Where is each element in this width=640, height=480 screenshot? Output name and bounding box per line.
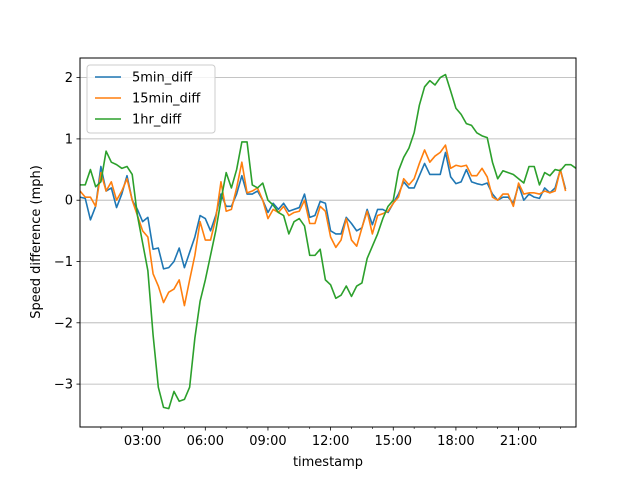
y-tick-label: −3 bbox=[54, 378, 73, 393]
x-tick-label: 09:00 bbox=[249, 434, 286, 449]
series-line-1hr-diff bbox=[80, 73, 577, 410]
legend-box bbox=[86, 64, 216, 134]
x-axis-label: timestamp bbox=[293, 455, 363, 470]
y-tick-label: 2 bbox=[65, 71, 73, 86]
y-axis-ticks: −3 −2 −1 0 1 2 bbox=[54, 71, 80, 393]
x-tick-label: 03:00 bbox=[124, 434, 161, 449]
x-axis-ticks: 03:00 06:00 09:00 12:00 15:00 18:00 21:00 bbox=[100, 427, 561, 449]
legend-label: 1hr_diff bbox=[132, 113, 182, 128]
y-tick-label: −1 bbox=[54, 255, 73, 270]
y-tick-label: −2 bbox=[54, 316, 73, 331]
x-tick-label: 21:00 bbox=[500, 434, 537, 449]
series-line-5min-diff bbox=[79, 151, 567, 270]
x-tick-label: 12:00 bbox=[312, 434, 349, 449]
y-tick-label: 0 bbox=[65, 194, 73, 209]
plot-area-frame bbox=[79, 57, 577, 428]
legend: 5min_diff 15min_diff 1hr_diff bbox=[86, 64, 216, 134]
x-tick-label: 18:00 bbox=[437, 434, 474, 449]
legend-label: 15min_diff bbox=[132, 92, 201, 107]
y-axis-label: Speed difference (mph) bbox=[29, 165, 44, 319]
y-tick-label: 1 bbox=[65, 132, 73, 147]
series-line-15min-diff bbox=[79, 144, 567, 307]
series-lines bbox=[79, 73, 577, 410]
legend-label: 5min_diff bbox=[132, 71, 193, 86]
x-tick-label: 06:00 bbox=[187, 434, 224, 449]
x-tick-label: 15:00 bbox=[375, 434, 412, 449]
